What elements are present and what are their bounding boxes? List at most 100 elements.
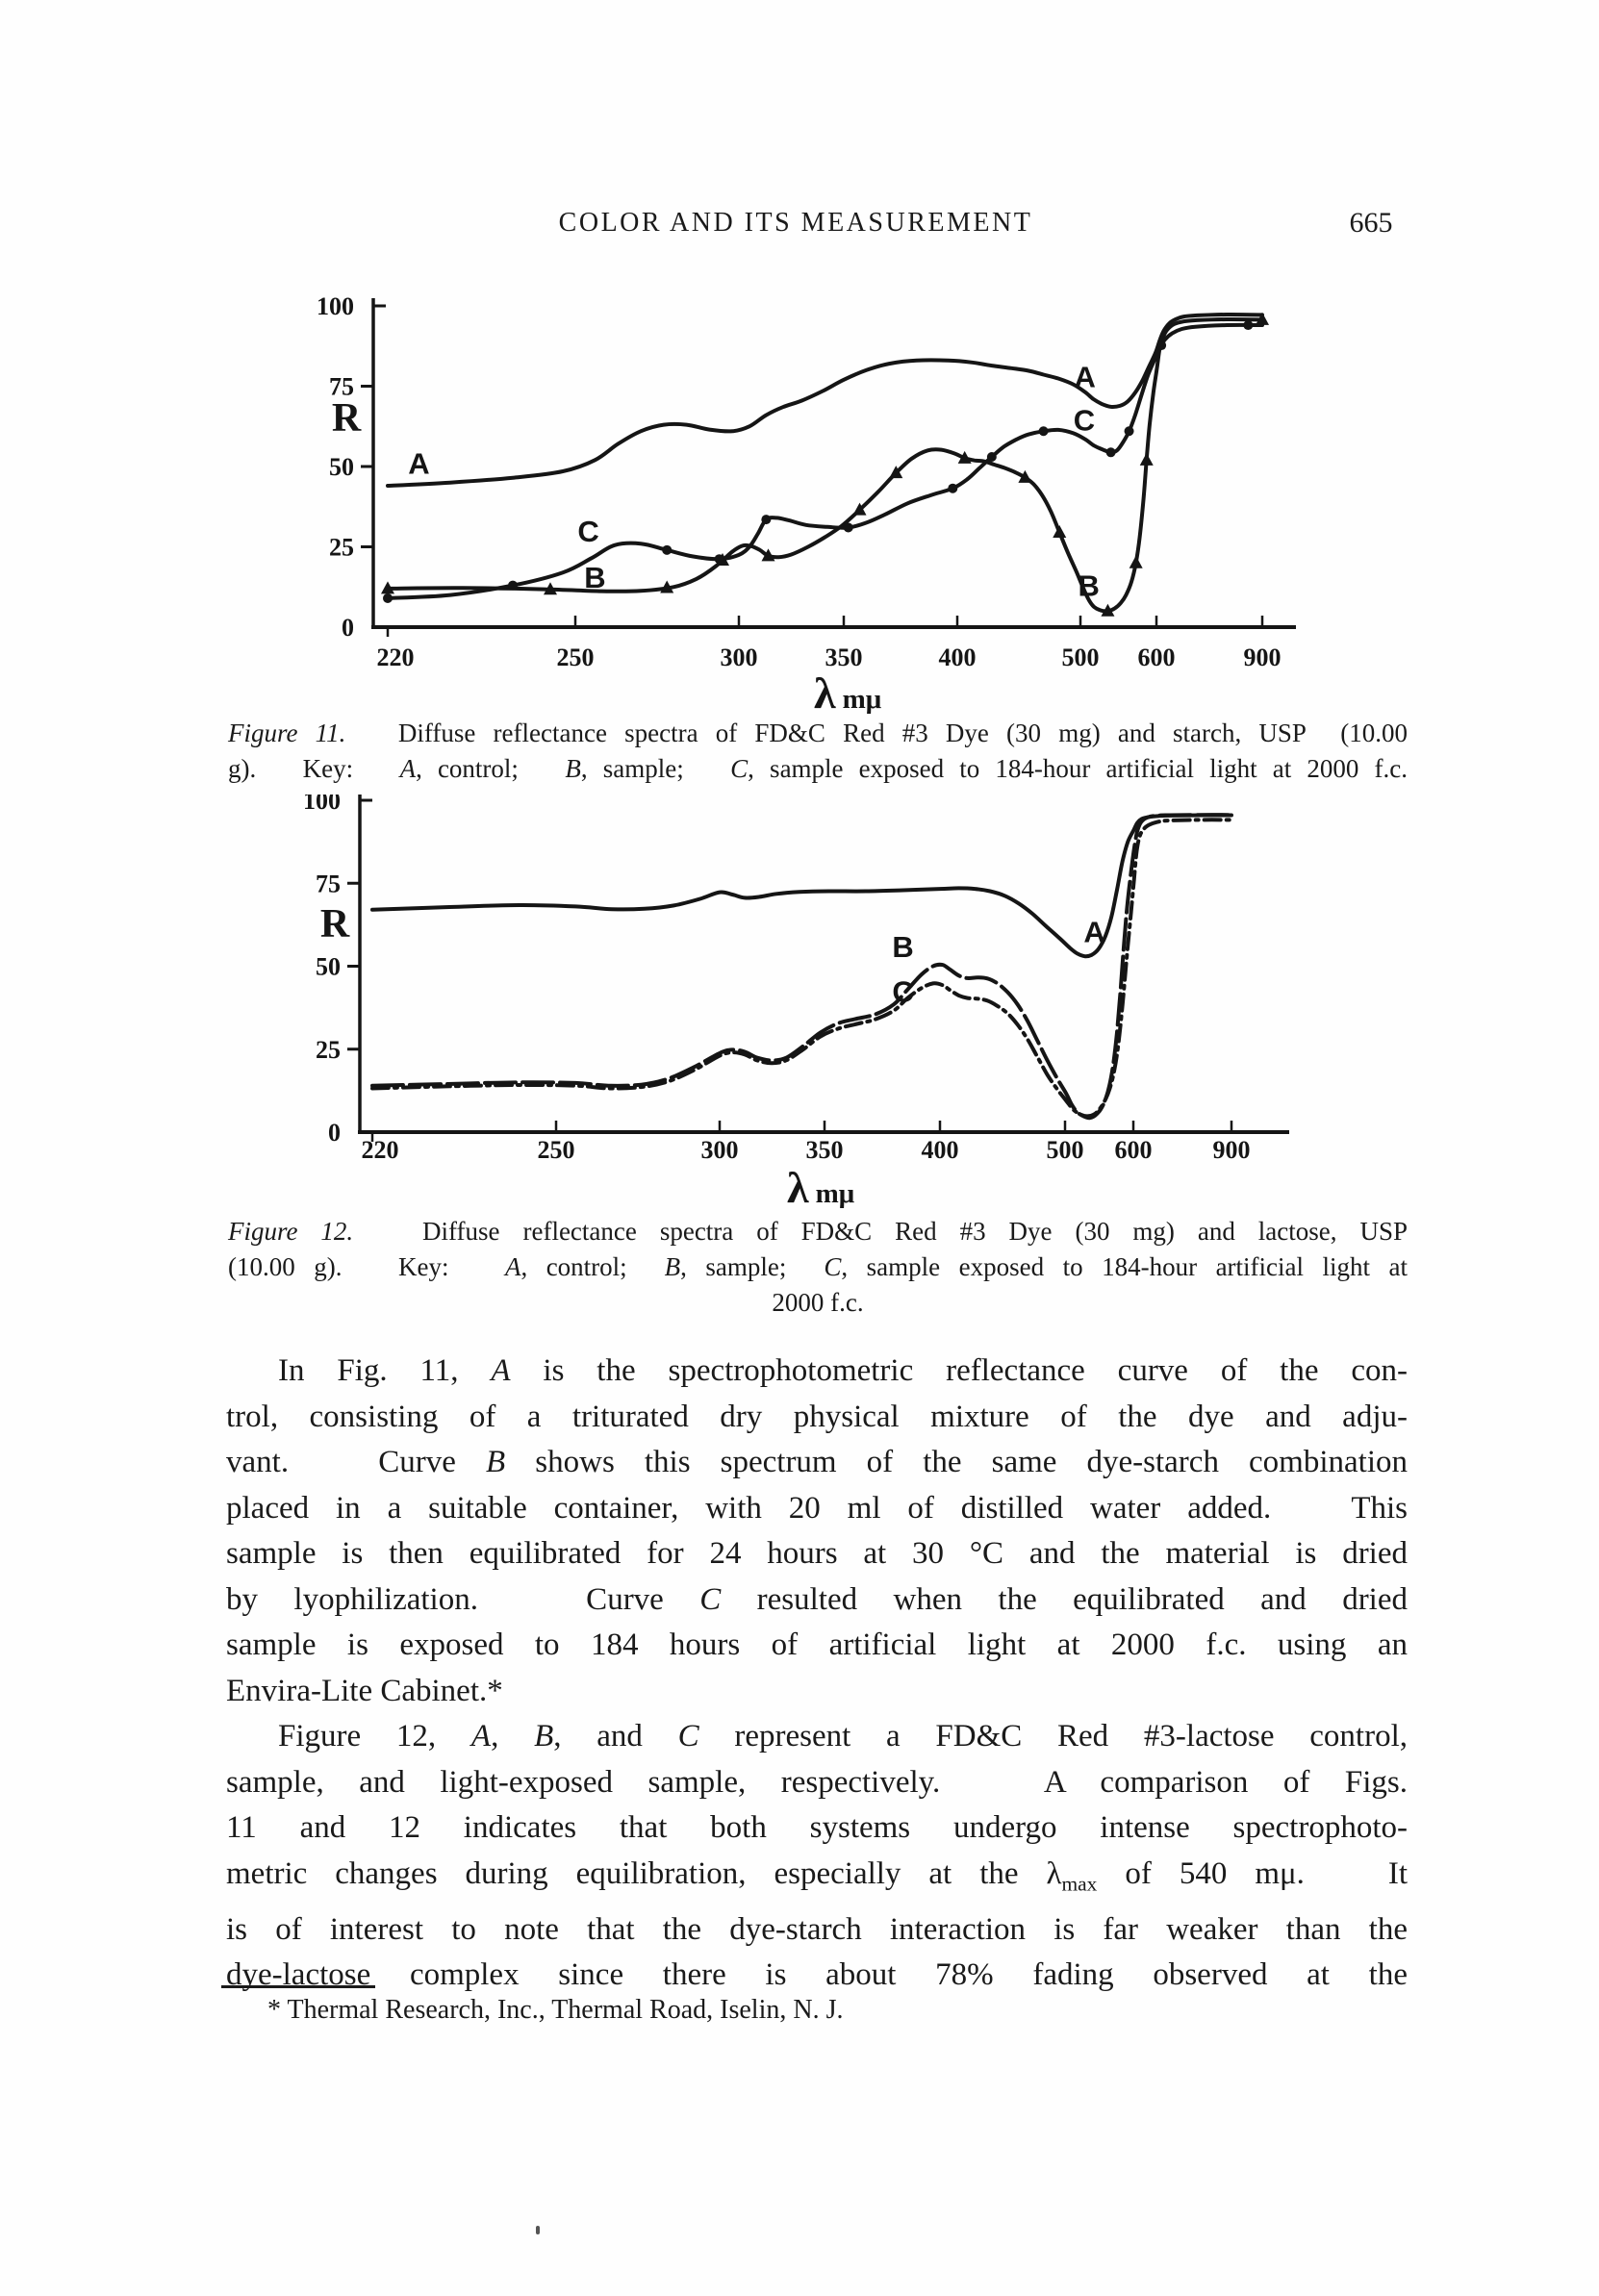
body-line-11: 11 and 12 indicates that both systems un… xyxy=(226,1810,1408,1845)
body-line-8: Envira-Lite Cabinet.* xyxy=(226,1673,503,1708)
fig12-ytick-label-75: 75 xyxy=(316,870,341,897)
fig12-curve-A xyxy=(370,813,1233,959)
figure-11-caption-line-1: Figure 11. Diffuse reflectance spectra o… xyxy=(228,719,1408,747)
fig11-marker-triangle xyxy=(1018,469,1032,483)
fig11-ytick-label-50: 50 xyxy=(329,453,354,481)
fig12-xtick-label-600: 600 xyxy=(1115,1136,1153,1164)
fig12-curve-C xyxy=(370,818,1233,1119)
fig11-xtick-label-900: 900 xyxy=(1244,643,1282,671)
fig11-marker-dot xyxy=(948,483,958,493)
fig12-y-axis-label: R xyxy=(320,902,350,946)
fig12-xtick-label-250: 250 xyxy=(538,1136,575,1164)
fig11-xtick-label-400: 400 xyxy=(939,643,977,671)
fig11-xtick-label-300: 300 xyxy=(721,643,758,671)
body-line-1: In Fig. 11, A is the spectrophotometric … xyxy=(278,1353,1408,1388)
fig11-marker-triangle xyxy=(1101,603,1115,617)
fig12-ytick-label-0: 0 xyxy=(328,1119,341,1147)
fig11-marker-dot xyxy=(714,554,724,565)
fig11-curve-label-C: C xyxy=(577,515,598,548)
body-line-5: sample is then equilibrated for 24 hours… xyxy=(226,1536,1408,1571)
fig11-ytick-label-25: 25 xyxy=(329,534,354,562)
body-line-4: placed in a suitable container, with 20 … xyxy=(226,1490,1408,1526)
fig11-x-axis-label: λ mμ xyxy=(814,669,882,718)
fig11-marker-dot xyxy=(1105,447,1116,458)
figure-11-caption: Figure 11. Diffuse reflectance spectra o… xyxy=(228,716,1408,787)
fig11-marker-triangle xyxy=(381,581,394,594)
fig11-xtick-label-250: 250 xyxy=(557,643,595,671)
fig11-curve-label-A: A xyxy=(408,447,429,481)
fig11-curve-label-B: B xyxy=(1078,569,1099,603)
fig12-x-axis-label: λ mμ xyxy=(787,1163,855,1212)
figure-11-caption-line-2: g). Key: A, control; B, sample; C, sampl… xyxy=(228,754,1409,783)
fig11-marker-dot xyxy=(508,580,518,591)
page-title: COLOR AND ITS MEASUREMENT xyxy=(558,208,1033,238)
fig11-xtick-label-220: 220 xyxy=(377,643,415,671)
fig11-ytick-label-100: 100 xyxy=(317,292,354,320)
figure-12-caption-line-3: 2000 f.c. xyxy=(772,1288,864,1317)
body-text: In Fig. 11, A is the spectrophotometric … xyxy=(226,1349,1408,1999)
fig11-marker-dot xyxy=(1124,426,1134,437)
body-line-6: by lyophilization. Curve C resulted when… xyxy=(226,1581,1408,1617)
fig12-curve-label-A: A xyxy=(1083,915,1104,948)
fig11-marker-triangle xyxy=(1129,555,1143,568)
fig11-marker-triangle xyxy=(1053,524,1067,538)
fig11-marker-triangle xyxy=(1256,312,1269,325)
fig11-xtick-label-350: 350 xyxy=(825,643,863,671)
fig11-marker-dot xyxy=(843,522,853,533)
body-line-9: Figure 12, A, B, and C represent a FD&C … xyxy=(278,1719,1408,1754)
fig12-xtick-label-220: 220 xyxy=(362,1136,399,1164)
fig11-marker-triangle xyxy=(957,450,972,464)
fig11-curve-A xyxy=(386,312,1264,488)
fig11-marker-triangle xyxy=(544,582,557,595)
footnote-text: * Thermal Research, Inc., Thermal Road, … xyxy=(267,1995,1326,2026)
fig12-xtick-label-350: 350 xyxy=(806,1136,844,1164)
fig12-ytick-label-25: 25 xyxy=(316,1036,341,1064)
fig11-marker-dot xyxy=(1243,320,1254,331)
fig11-marker-dot xyxy=(986,451,997,462)
figure-12-caption: Figure 12. Diffuse reflectance spectra o… xyxy=(228,1214,1408,1321)
fig11-marker-dot xyxy=(761,515,772,525)
figure-12-plot: 0 25 50 75 100 220 250 300 350 400 500 600 900 Rλ mμ BC… xyxy=(303,795,1289,1212)
fig11-curve-label-A: A xyxy=(1075,360,1096,393)
fig12-xtick-label-500: 500 xyxy=(1047,1136,1084,1164)
fig11-marker-triangle xyxy=(1139,452,1154,466)
fig11-marker-triangle xyxy=(889,466,903,479)
fig12-ytick-label-50: 50 xyxy=(316,953,341,981)
fig11-marker-dot xyxy=(383,593,393,603)
body-line-7: sample is exposed to 184 hours of artifi… xyxy=(226,1627,1408,1662)
fig12-ytick-label-100: 100 xyxy=(303,795,341,815)
fig12-xtick-label-900: 900 xyxy=(1213,1136,1251,1164)
body-line-3: vant. Curve B shows this spectrum of the… xyxy=(226,1445,1408,1479)
fig12-curve-B xyxy=(370,813,1233,1121)
fig11-curve-label-C: C xyxy=(1074,404,1095,438)
fig11-curve-C xyxy=(386,322,1264,600)
fig12-xtick-label-400: 400 xyxy=(922,1136,959,1164)
footnote-line: * Thermal Research, Inc., Thermal Road, … xyxy=(267,1995,844,2025)
page-number: 665 xyxy=(1349,207,1393,239)
fig11-ytick-label-75: 75 xyxy=(329,373,354,401)
fig11-marker-triangle xyxy=(852,502,867,516)
fig11-marker-dot xyxy=(662,544,673,555)
fig12-curve-label-B: B xyxy=(892,930,913,964)
fig12-xtick-label-300: 300 xyxy=(701,1136,739,1164)
fig11-marker-dot xyxy=(1038,426,1049,437)
fig11-marker-dot xyxy=(1156,341,1167,351)
fig11-marker-triangle xyxy=(660,580,674,593)
fig11-ytick-label-0: 0 xyxy=(342,614,354,642)
body-line-2: trol, consisting of a triturated dry phy… xyxy=(226,1399,1408,1434)
fig11-marker-triangle xyxy=(761,548,775,562)
fig11-curve-label-B: B xyxy=(584,561,605,594)
figure-12-caption-line-1: Figure 12. Diffuse reflectance spectra o… xyxy=(228,1217,1408,1246)
body-line-10: sample, and light-exposed sample, respec… xyxy=(226,1764,1408,1800)
fig11-xtick-label-500: 500 xyxy=(1062,643,1100,671)
body-line-12: metric changes during equilibration, esp… xyxy=(226,1855,1408,1896)
fig11-y-axis-label: R xyxy=(332,396,362,441)
figure-12-caption-line-2: (10.00 g). Key: A, control; B, sample; C… xyxy=(228,1252,1408,1281)
scan-artifact xyxy=(536,2226,540,2234)
body-line-13: is of interest to note that the dye-star… xyxy=(226,1911,1408,1947)
body-line-14: dye-lactose complex since there is about… xyxy=(226,1957,1408,1993)
